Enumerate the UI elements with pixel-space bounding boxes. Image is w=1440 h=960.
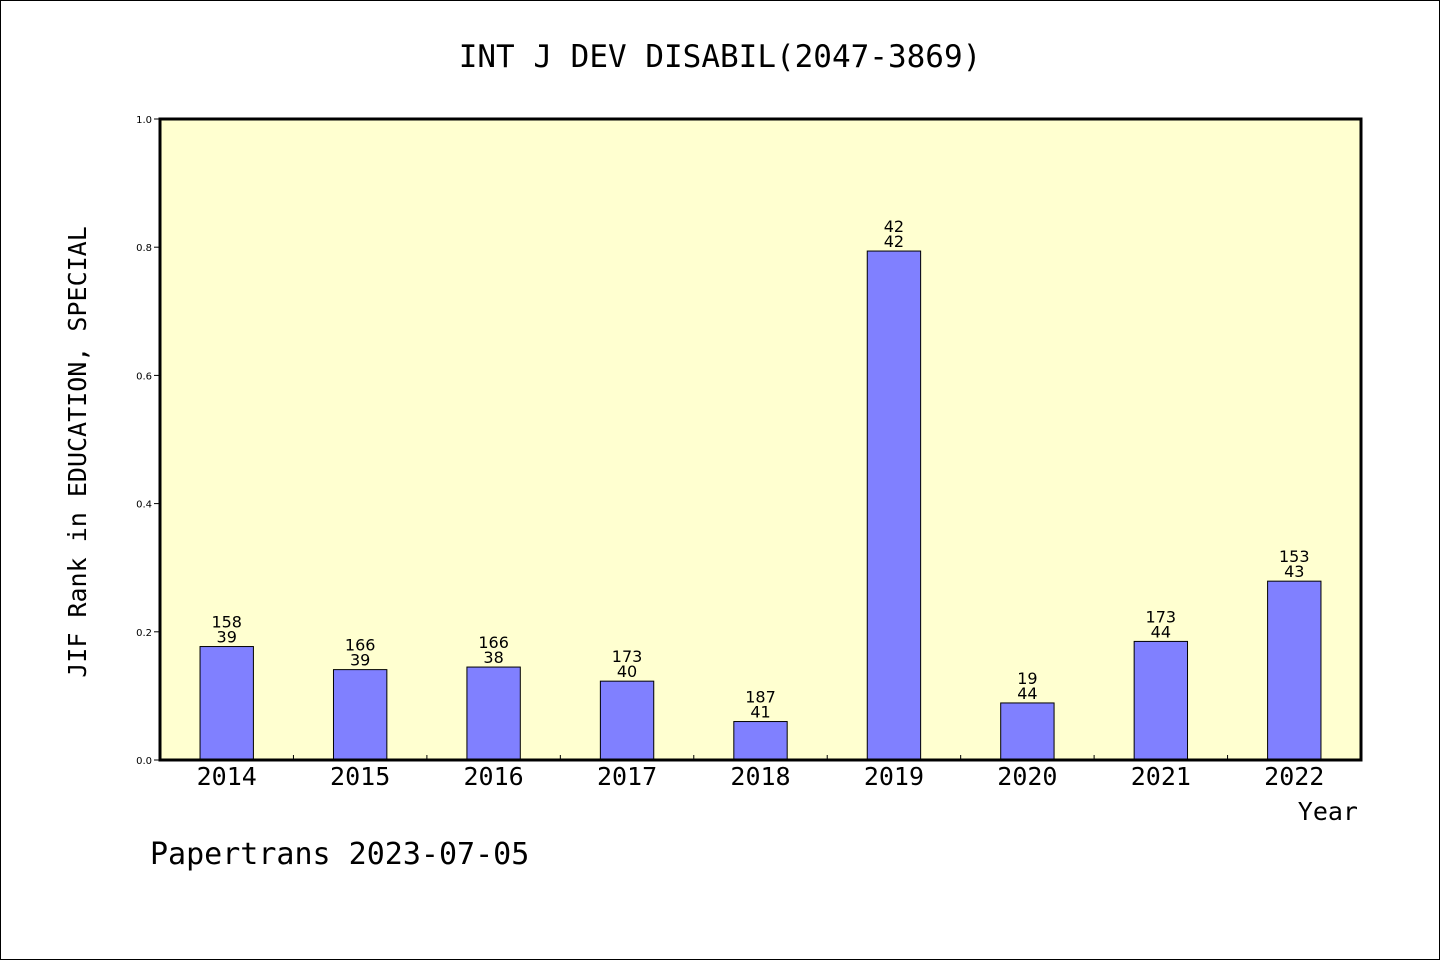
- bar-2018: [733, 721, 788, 761]
- bar-label-2016-2: 38: [483, 648, 503, 667]
- bar-label-2020-1: 19: [1017, 669, 1037, 688]
- y-tick-label-1.0: 1.0: [136, 115, 152, 126]
- y-tick-label-0.4: 0.4: [136, 500, 152, 511]
- bar-label-2021-2: 44: [1151, 622, 1171, 641]
- bar-label-2014-1: 158: [211, 613, 242, 632]
- bar-label-2022-2: 43: [1284, 562, 1304, 581]
- bar-2021: [1133, 640, 1189, 761]
- y-tick-label-0.2: 0.2: [136, 628, 152, 639]
- plot-border: [158, 117, 1363, 762]
- x-tick-label-2019: 2019: [864, 762, 924, 791]
- y-tick-label-0.0: 0.0: [136, 756, 152, 767]
- bar-2014: [199, 646, 254, 761]
- bar-label-2015-2: 39: [350, 651, 370, 670]
- x-tick-label-2021: 2021: [1131, 762, 1191, 791]
- footer-text: Papertrans 2023-07-05: [150, 837, 529, 872]
- x-tick-label-2014: 2014: [197, 762, 257, 791]
- bar-2016: [466, 666, 521, 761]
- x-tick-label-2015: 2015: [330, 762, 390, 791]
- x-tick-label-2020: 2020: [997, 762, 1057, 791]
- bar-2017: [599, 680, 655, 761]
- chart-title: INT J DEV DISABIL(2047-3869): [459, 39, 982, 75]
- x-axis-label: Year: [1298, 797, 1358, 826]
- bar-label-2018-2: 41: [750, 703, 770, 722]
- bar-2015: [332, 669, 388, 761]
- bar-label-2016-1: 166: [478, 633, 509, 652]
- bar-2022: [1267, 580, 1322, 761]
- bar-label-2022-1: 153: [1279, 547, 1310, 566]
- bar-label-2018-1: 187: [745, 688, 776, 707]
- bar-label-2019-2: 42: [884, 232, 904, 251]
- x-tick-label-2018: 2018: [730, 762, 790, 791]
- bar-label-2021-1: 173: [1146, 607, 1177, 626]
- bar-label-2020-2: 44: [1017, 684, 1037, 703]
- bar-label-2017-1: 173: [612, 647, 643, 666]
- bar-label-2014-2: 39: [217, 628, 237, 647]
- x-tick-label-2022: 2022: [1264, 762, 1324, 791]
- y-axis-ticks: 0.0 0.2 0.4 0.6 0.8 1.0: [136, 115, 160, 767]
- y-tick-label-0.8: 0.8: [136, 243, 152, 254]
- bar-label-2015-1: 166: [345, 636, 376, 655]
- x-tick-label-2016: 2016: [464, 762, 524, 791]
- bars-layer: [199, 250, 1322, 761]
- y-tick-label-0.6: 0.6: [136, 371, 152, 382]
- bar-label-2019-1: 42: [884, 217, 904, 236]
- bar-2019: [866, 250, 922, 761]
- y-axis-label: JIF Rank in EDUCATION, SPECIAL: [63, 226, 92, 678]
- bar-label-2017-2: 40: [617, 662, 637, 681]
- x-axis-ticks: 2014 2015 2016 2017 2018 2019 2020 2021 2022: [197, 755, 1324, 791]
- x-tick-label-2017: 2017: [597, 762, 657, 791]
- bar-2020: [1000, 702, 1055, 761]
